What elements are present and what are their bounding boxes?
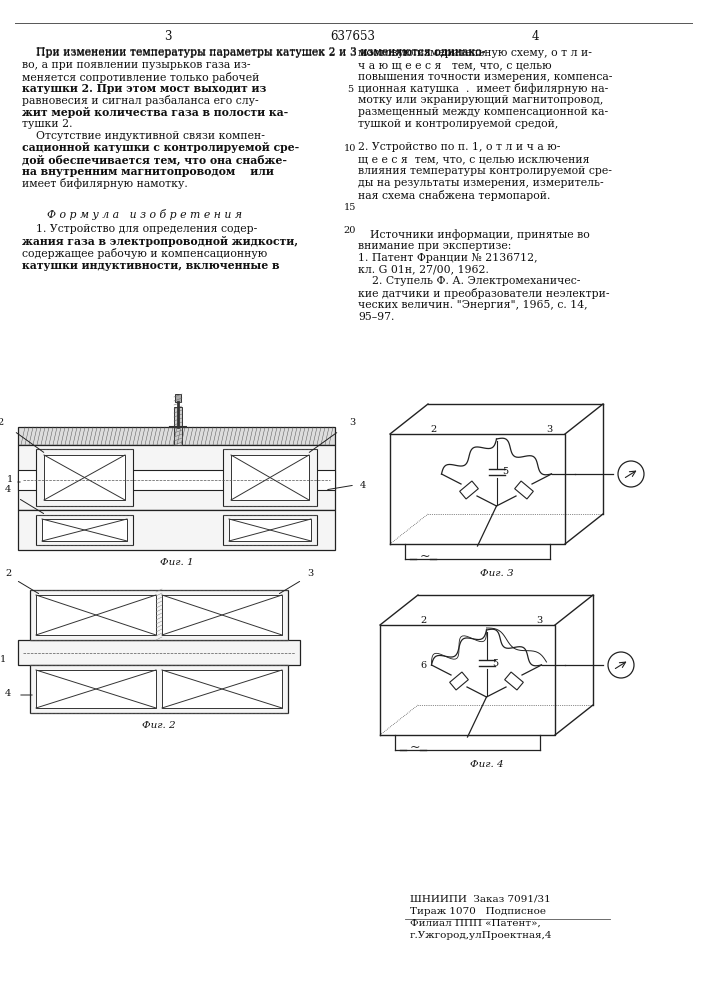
Text: ч а ю щ е е с я   тем, что, с целью: ч а ю щ е е с я тем, что, с целью	[358, 60, 551, 70]
Text: 2. Устройство по п. 1, о т л и ч а ю-: 2. Устройство по п. 1, о т л и ч а ю-	[358, 142, 561, 152]
Text: Фиг. 1: Фиг. 1	[160, 558, 193, 567]
Text: сационной катушки с контролируемой сре-: сационной катушки с контролируемой сре-	[22, 142, 299, 153]
Text: Фиг. 4: Фиг. 4	[469, 760, 503, 769]
Bar	[18, 640, 300, 665]
Text: При изменении температуры параметры катушек 2 и 3 изменяются одинако-: При изменении температуры параметры кату…	[36, 48, 486, 58]
Text: 10: 10	[344, 144, 356, 153]
Text: 1: 1	[0, 656, 6, 664]
Text: 2: 2	[420, 616, 426, 625]
Bar	[18, 445, 335, 510]
Text: 3: 3	[164, 30, 172, 43]
Bar	[229, 519, 311, 541]
Text: 6: 6	[421, 660, 426, 670]
Text: ~: ~	[410, 740, 421, 754]
Text: 5: 5	[347, 85, 353, 94]
Text: влияния температуры контролируемой сре-: влияния температуры контролируемой сре-	[358, 166, 612, 176]
Bar	[36, 449, 133, 506]
Text: 15: 15	[344, 203, 356, 212]
Text: ~: ~	[420, 550, 431, 562]
Text: Источники информации, принятые во: Источники информации, принятые во	[370, 229, 590, 240]
Text: 4: 4	[5, 688, 11, 698]
Text: внимание при экспертизе:: внимание при экспертизе:	[358, 241, 511, 251]
Text: жания газа в электропроводной жидкости,: жания газа в электропроводной жидкости,	[22, 236, 298, 247]
Text: мостовую измерительную схему, о т л и-: мостовую измерительную схему, о т л и-	[358, 48, 592, 58]
Text: 20: 20	[344, 226, 356, 235]
Text: Отсутствие индуктивной связи компен-: Отсутствие индуктивной связи компен-	[36, 131, 265, 141]
Text: Тираж 1070   Подписное: Тираж 1070 Подписное	[410, 907, 546, 916]
Text: Филиал ППП «Патент»,: Филиал ППП «Патент»,	[410, 919, 541, 928]
Bar	[162, 595, 282, 635]
Text: 4: 4	[531, 30, 539, 43]
Text: повышения точности измерения, компенса-: повышения точности измерения, компенса-	[358, 72, 612, 82]
Bar	[223, 449, 317, 506]
Bar	[18, 470, 335, 490]
Text: кл. G 01н, 27/00, 1962.: кл. G 01н, 27/00, 1962.	[358, 264, 489, 274]
Text: тушки 2.: тушки 2.	[22, 119, 73, 129]
Text: меняется сопротивление только рабочей: меняется сопротивление только рабочей	[22, 72, 259, 83]
Bar	[515, 481, 533, 499]
Bar	[42, 519, 127, 541]
Text: 2: 2	[0, 418, 4, 427]
Text: 2. Ступель Ф. А. Электромеханичес-: 2. Ступель Ф. А. Электромеханичес-	[358, 276, 580, 286]
Text: жит мерой количества газа в полости ка-: жит мерой количества газа в полости ка-	[22, 107, 288, 118]
Bar	[175, 394, 181, 402]
Text: кие датчики и преобразователи неэлектри-: кие датчики и преобразователи неэлектри-	[358, 288, 609, 299]
Text: мотку или экранирующий магнитопровод,: мотку или экранирующий магнитопровод,	[358, 95, 603, 105]
Bar	[44, 455, 125, 500]
Bar	[174, 407, 182, 445]
Text: Фиг. 3: Фиг. 3	[479, 569, 513, 578]
Bar	[18, 510, 335, 550]
Text: 2: 2	[431, 425, 436, 434]
Text: на внутренним магнитопроводом    или: на внутренним магнитопроводом или	[22, 166, 274, 177]
Text: ШНИИПИ  Заказ 7091/31: ШНИИПИ Заказ 7091/31	[410, 895, 551, 904]
Bar	[30, 665, 288, 713]
Text: размещенный между компенсационной ка-: размещенный между компенсационной ка-	[358, 107, 608, 117]
Text: 4: 4	[5, 485, 11, 494]
Text: Фиг. 2: Фиг. 2	[142, 721, 176, 730]
Bar	[30, 590, 288, 640]
Text: щ е е с я  тем, что, с целью исключения: щ е е с я тем, что, с целью исключения	[358, 154, 590, 164]
Bar	[36, 515, 133, 545]
Bar	[460, 481, 479, 499]
Text: 95–97.: 95–97.	[358, 312, 395, 322]
Text: имеет бифилярную намотку.: имеет бифилярную намотку.	[22, 178, 188, 189]
Text: катушки индуктивности, включенные в: катушки индуктивности, включенные в	[22, 260, 279, 271]
Text: 5: 5	[493, 658, 498, 668]
Bar	[450, 672, 468, 690]
Text: ная схема снабжена термопарой.: ная схема снабжена термопарой.	[358, 190, 550, 201]
Text: содержащее рабочую и компенсационную: содержащее рабочую и компенсационную	[22, 248, 267, 259]
Bar	[36, 595, 156, 635]
Text: 1. Патент Франции № 2136712,: 1. Патент Франции № 2136712,	[358, 253, 537, 263]
Text: При изменении температуры параметры катушек 2 и 3 изменяются одинако-: При изменении температуры параметры кату…	[36, 47, 486, 57]
Text: ционная катушка  .  имеет бифилярную на-: ционная катушка . имеет бифилярную на-	[358, 83, 608, 94]
Text: ческих величин. "Энергия", 1965, с. 14,: ческих величин. "Энергия", 1965, с. 14,	[358, 300, 588, 310]
Bar	[162, 670, 282, 708]
Text: 3: 3	[537, 616, 543, 625]
Text: 5: 5	[503, 468, 508, 477]
Text: катушки 2. При этом мост выходит из: катушки 2. При этом мост выходит из	[22, 83, 267, 94]
Bar	[505, 672, 523, 690]
Text: равновесия и сигнал разбаланса его слу-: равновесия и сигнал разбаланса его слу-	[22, 95, 259, 106]
Bar	[18, 427, 335, 445]
Text: во, а при появлении пузырьков газа из-: во, а при появлении пузырьков газа из-	[22, 60, 250, 70]
Bar	[36, 670, 156, 708]
Bar	[231, 455, 309, 500]
Text: 3: 3	[307, 569, 313, 578]
Text: ды на результаты измерения, измеритель-: ды на результаты измерения, измеритель-	[358, 178, 604, 188]
Text: 637653: 637653	[330, 30, 375, 43]
Text: 4: 4	[360, 482, 366, 490]
Text: 1. Устройство для определения содер-: 1. Устройство для определения содер-	[36, 224, 257, 234]
Text: 2: 2	[5, 569, 11, 578]
Text: 3: 3	[547, 425, 553, 434]
Text: 1: 1	[7, 476, 13, 485]
Bar	[223, 515, 317, 545]
Text: тушкой и контролируемой средой,: тушкой и контролируемой средой,	[358, 119, 559, 129]
Text: г.Ужгород,улПроектная,4: г.Ужгород,улПроектная,4	[410, 931, 552, 940]
Text: 3: 3	[349, 418, 355, 427]
Text: дой обеспечивается тем, что она снабже-: дой обеспечивается тем, что она снабже-	[22, 154, 287, 165]
Text: Ф о р м у л а   и з о б р е т е н и я: Ф о р м у л а и з о б р е т е н и я	[47, 209, 242, 220]
